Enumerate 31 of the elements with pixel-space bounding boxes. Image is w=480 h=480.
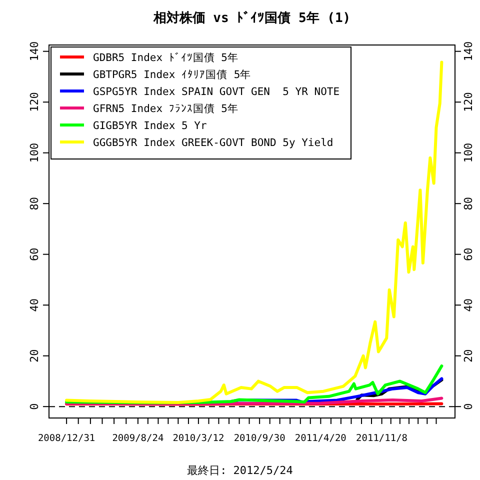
chart-title: 相対株価 vs ﾄﾞｲﾂ国債 5年 (1)	[152, 10, 351, 26]
y-tick-label: 100	[28, 142, 41, 163]
y2-tick-label: 80	[462, 196, 475, 210]
y2-tick-label: 60	[462, 248, 475, 261]
y2-tick-label: 40	[462, 298, 475, 312]
line-series	[65, 60, 444, 404]
legend-label: GDBR5 Index ﾄﾞｲﾂ国債 5年	[93, 51, 239, 64]
y-tick-label: 120	[28, 92, 41, 112]
legend-label: GIGB5YR Index 5 Yr	[93, 120, 207, 132]
x-tick-label: 2010/9/30	[234, 433, 286, 444]
y2-tick-label: 100	[462, 142, 475, 163]
x-tick-label: 2010/3/12	[172, 433, 224, 444]
y-tick-label: 80	[28, 196, 41, 210]
legend-label: GSPG5YR Index SPAIN GOVT GEN 5 YR NOTE	[93, 86, 340, 98]
y2-tick-label: 0	[462, 403, 475, 410]
y-tick-label: 140	[28, 41, 41, 62]
y2-tick-label: 20	[462, 349, 475, 362]
x-tick-label: 2008/12/31	[38, 433, 96, 444]
legend-label: GGGB5YR Index GREEK-GOVT BOND 5y Yield	[93, 137, 334, 149]
y-tick-label: 40	[28, 298, 41, 312]
legend-label: GBTPGR5 Index ｲﾀﾘｱ国債 5年	[93, 69, 252, 81]
text: 最終日: 2012/5/24	[187, 464, 294, 477]
x-tick-label: 2009/8/24	[112, 433, 164, 444]
y2-tick-label: 140	[462, 41, 475, 62]
legend-label: GFRN5 Index ﾌﾗﾝｽ国債 5年	[93, 103, 239, 115]
y-tick-label: 20	[28, 349, 41, 362]
y-tick-label: 60	[28, 248, 41, 261]
y-tick-label: 0	[28, 403, 41, 410]
y2-tick-label: 120	[462, 92, 475, 112]
x-tick-label: 2011/4/20	[294, 433, 347, 444]
x-tick-label: 2011/11/8	[356, 433, 408, 444]
